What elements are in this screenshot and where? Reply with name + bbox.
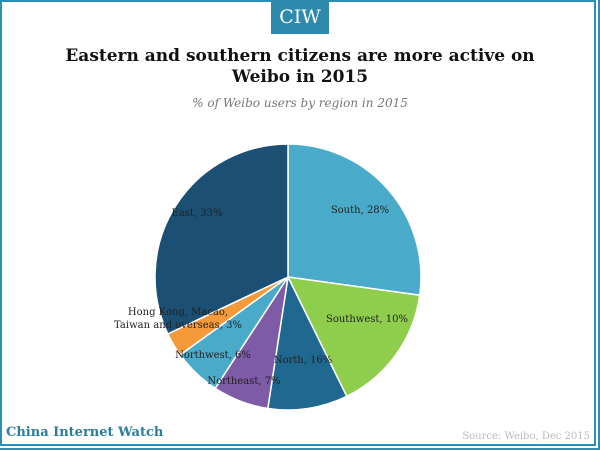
chart-title: Eastern and southern citizens are more a… (65, 46, 535, 87)
pie-slice-southwest (286, 276, 421, 398)
footer-source: Source: Weibo, Dec 2015 (462, 431, 590, 442)
pie-slice-north (266, 274, 348, 411)
slice-label-northeast: Northeast, 7% (207, 376, 280, 387)
slice-label-northwest: Northwest, 6% (175, 350, 251, 361)
slice-label-south: South, 28% (331, 205, 389, 216)
ciw-logo: CIW (271, 0, 329, 34)
chart-subtitle: % of Weibo users by region in 2015 (192, 96, 408, 110)
slice-label-north: North, 16% (274, 355, 333, 366)
slice-label-east: East, 33% (172, 208, 223, 219)
slice-label-hong-kong-macao-taiwan-and-overseas: Hong Kong, Macao, Taiwan and overseas, 3% (114, 307, 242, 331)
footer-brand[interactable]: China Internet Watch (6, 425, 164, 440)
slice-label-southwest: Southwest, 10% (326, 314, 408, 325)
pie-slice-south (287, 143, 422, 297)
pie-slice-east (154, 143, 289, 335)
